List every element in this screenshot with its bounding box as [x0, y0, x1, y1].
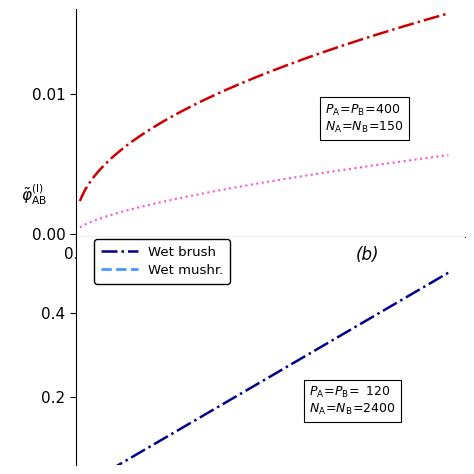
Text: $\tilde{\varphi}^{\mathrm{(l)}}_{\mathrm{AB}}$: $\tilde{\varphi}^{\mathrm{(l)}}_{\mathrm…	[21, 182, 47, 208]
Text: $P_{\mathrm{A}}\!=\!P_{\mathrm{B}}\!=\!400$
$N_{\mathrm{A}}\!=\!N_{\mathrm{B}}\!: $P_{\mathrm{A}}\!=\!P_{\mathrm{B}}\!=\!4…	[325, 102, 403, 135]
Text: $P_{\mathrm{A}}\!=\!P_{\mathrm{B}}\!=$ 120
$N_{\mathrm{A}}\!=\!N_{\mathrm{B}}\!=: $P_{\mathrm{A}}\!=\!P_{\mathrm{B}}\!=$ 1…	[309, 384, 396, 417]
Legend: Wet brush, Wet mushr.: Wet brush, Wet mushr.	[94, 239, 230, 283]
Text: (b): (b)	[356, 246, 379, 264]
